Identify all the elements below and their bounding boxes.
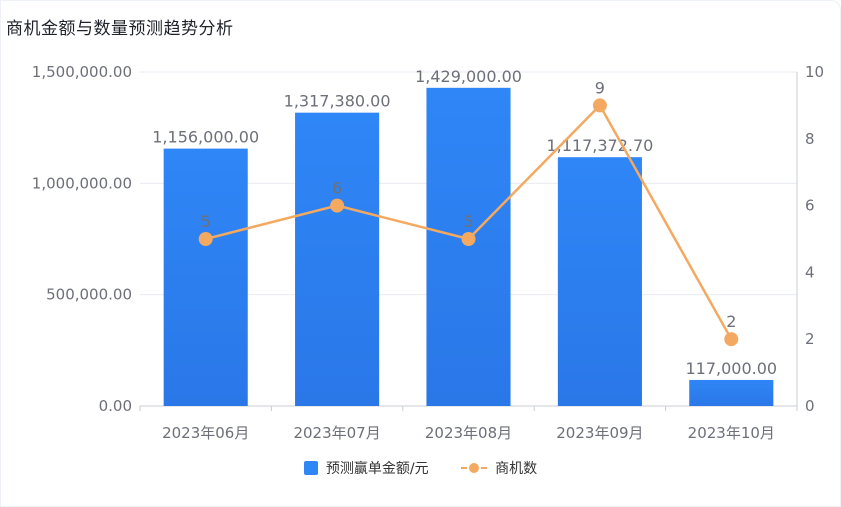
y-left-tick-label: 1,000,000.00: [32, 174, 132, 192]
line-point: [198, 232, 213, 246]
x-tick-label: 2023年08月: [425, 424, 512, 442]
bar-value-label: 1,117,372.70: [546, 136, 653, 155]
bar-value-label: 1,156,000.00: [152, 128, 259, 147]
legend: 预测赢单金额/元 商机数: [0, 458, 841, 479]
bar-value-label: 1,317,380.00: [284, 92, 391, 111]
legend-line-swatch: [461, 461, 488, 475]
y-right-tick-label: 6: [805, 197, 815, 215]
legend-bar-swatch: [303, 461, 318, 475]
line-point: [461, 232, 476, 246]
y-right-tick-label: 4: [805, 263, 815, 281]
line-point: [330, 198, 345, 213]
bar: [295, 112, 380, 406]
line-value-label: 6: [332, 179, 342, 198]
x-tick-label: 2023年07月: [293, 424, 380, 442]
legend-label-amount: 预测赢单金额/元: [325, 461, 429, 477]
bar-value-label: 1,429,000.00: [415, 67, 522, 86]
legend-item-amount[interactable]: 预测赢单金额/元: [303, 458, 429, 478]
y-right-tick-label: 8: [805, 130, 815, 148]
y-right-tick-label: 2: [805, 330, 815, 348]
legend-item-count[interactable]: 商机数: [461, 458, 537, 478]
line-value-label: 5: [463, 212, 473, 231]
line-point: [592, 98, 607, 113]
y-left-tick-label: 1,500,000.00: [32, 63, 132, 81]
bar: [426, 87, 511, 407]
x-tick-label: 2023年06月: [162, 424, 249, 442]
line-value-label: 2: [726, 312, 736, 331]
line-value-label: 5: [201, 212, 211, 231]
line-point: [724, 332, 739, 347]
bar: [689, 379, 774, 406]
y-right-tick-label: 10: [805, 63, 824, 81]
y-left-tick-label: 500,000.00: [46, 286, 132, 304]
y-right-tick-label: 0: [805, 397, 815, 415]
x-tick-label: 2023年09月: [556, 424, 643, 442]
chart-title: 商机金额与数量预测趋势分析: [6, 19, 234, 39]
x-tick-label: 2023年10月: [688, 424, 775, 442]
bar: [557, 157, 642, 406]
legend-label-count: 商机数: [495, 461, 538, 477]
bar-value-label: 117,000.00: [685, 359, 777, 378]
line-value-label: 9: [595, 78, 605, 97]
bar: [163, 148, 248, 406]
y-left-tick-label: 0.00: [99, 397, 132, 415]
